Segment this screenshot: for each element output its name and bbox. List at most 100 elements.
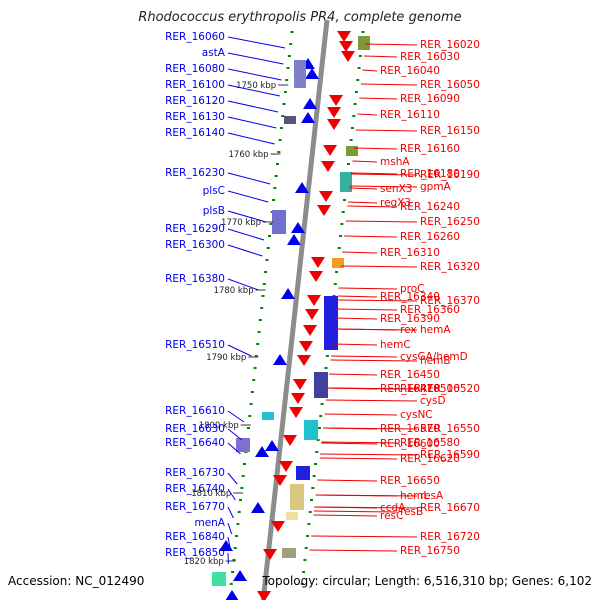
gene-label: cysNC [400, 409, 433, 421]
label-leader [330, 359, 418, 362]
gene-label: RER_16730 [165, 467, 225, 479]
track-dot [248, 415, 252, 417]
gene-arrow-left [303, 98, 317, 109]
label-leader [227, 132, 275, 145]
gene-label: RER_16080 [165, 63, 225, 75]
track-dot [237, 511, 241, 513]
label-leader [313, 510, 398, 513]
gene-label: gpmA [420, 181, 452, 193]
gene-label: resB [400, 506, 423, 518]
track-dot [289, 43, 293, 45]
track-dot [354, 91, 358, 93]
label-leader [227, 442, 241, 455]
gene-arrow-right [263, 549, 277, 560]
gene-block [286, 512, 298, 520]
track-dot [281, 115, 285, 117]
label-leader [349, 185, 418, 188]
track-dot [357, 67, 361, 69]
label-leader [332, 343, 378, 346]
track-dot [249, 403, 253, 405]
gene-label: RER_16030 [400, 51, 460, 63]
gene-label: RER_16610 [165, 405, 225, 417]
track-dot [256, 343, 260, 345]
track-dot [320, 403, 324, 405]
scale-label: 1810 kbp [191, 489, 231, 499]
gene-arrow-right [339, 41, 353, 52]
track-dot [308, 511, 312, 513]
label-leader [227, 100, 279, 113]
label-leader [227, 488, 236, 501]
track-dot [283, 91, 287, 93]
gene-arrow-right [329, 95, 343, 106]
gene-block [304, 420, 318, 440]
label-leader [227, 52, 284, 65]
gene-label: RER_16520 [420, 383, 480, 395]
track-dot [302, 571, 306, 573]
accession-text: Accession: NC_012490 [8, 574, 145, 588]
gene-arrow-right [319, 191, 333, 202]
gene-label: RER_16380 [165, 273, 225, 285]
track-dot [341, 211, 345, 213]
map-title: Rhodococcus erythropolis PR4, complete g… [138, 10, 462, 25]
label-leader [333, 328, 398, 331]
gene-arrow-left [255, 446, 269, 457]
label-leader [227, 190, 269, 203]
gene-label: RER_16040 [380, 65, 440, 77]
gene-label: RER_16230 [165, 167, 225, 179]
gene-label: RER_16250 [420, 216, 480, 228]
track-dot [242, 463, 246, 465]
label-leader [227, 472, 238, 485]
gene-label: RER_16320 [420, 261, 480, 273]
scale-label: 1820 kbp [184, 557, 224, 567]
gene-arrow-left [305, 68, 319, 79]
gene-label: RER_16150 [420, 125, 480, 137]
track-dot [358, 55, 362, 57]
gene-label: resC [380, 510, 403, 522]
gene-label: RER_16190 [420, 169, 480, 181]
label-leader [227, 172, 271, 185]
track-dot [300, 583, 304, 585]
track-dot [279, 127, 283, 129]
track-dot [272, 199, 276, 201]
gene-label: RER_16020 [420, 39, 480, 51]
label-leader [314, 506, 418, 509]
scale-label: 1750 kbp [236, 81, 276, 91]
track-dot [273, 187, 277, 189]
label-leader [321, 442, 378, 445]
gene-arrow-right [309, 271, 323, 282]
gene-label: RER_16740 [165, 483, 225, 495]
gene-label: RER_16160 [400, 143, 460, 155]
label-leader [353, 147, 398, 150]
gene-label: RER_16100 [165, 79, 225, 91]
track-dot [310, 499, 314, 501]
gene-label: RER_16260 [400, 231, 460, 243]
gene-arrow-right [299, 341, 313, 352]
label-leader [315, 494, 398, 497]
track-dot [311, 487, 315, 489]
gene-label: hemA [420, 324, 451, 336]
track-dot [257, 331, 261, 333]
gene-label: RER_16620 [400, 453, 460, 465]
label-leader [227, 68, 282, 81]
gene-label: RER_16850 [165, 547, 225, 559]
gene-arrow-right [317, 205, 331, 216]
gene-label: RER_16670 [420, 502, 480, 514]
track-dot [250, 391, 254, 393]
track-dot [337, 247, 341, 249]
gene-arrow-left [273, 354, 287, 365]
track-dot [233, 547, 237, 549]
gene-arrow-left [225, 590, 239, 600]
gene-arrow-right [289, 407, 303, 418]
gene-label: astA [202, 47, 226, 59]
gene-label: RER_16180 [400, 168, 460, 180]
gene-label: RER_16130 [165, 111, 225, 123]
label-leader [359, 97, 398, 100]
gene-arrow-left [287, 234, 301, 245]
track-dot [356, 79, 360, 81]
gene-arrow-left [281, 288, 295, 299]
label-leader [347, 205, 398, 208]
gene-block [346, 146, 358, 156]
gene-label: mshA [380, 156, 410, 168]
label-leader [347, 201, 378, 204]
scale-label: 1780 kbp [214, 286, 254, 296]
